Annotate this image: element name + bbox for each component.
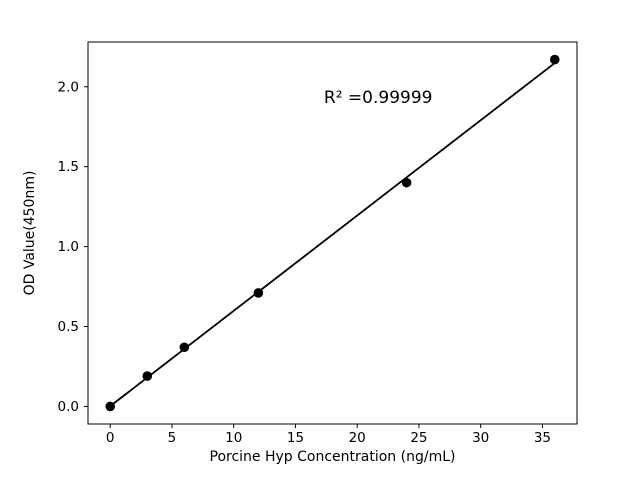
x-tick-label: 35 — [534, 430, 551, 446]
data-point — [105, 401, 116, 412]
x-axis-label: Porcine Hyp Concentration (ng/mL) — [210, 449, 456, 465]
y-tick-label: 0.0 — [58, 399, 79, 415]
x-tick-label: 10 — [225, 430, 242, 446]
x-tick-label: 20 — [349, 430, 366, 446]
data-point — [179, 342, 190, 353]
x-tick-label: 25 — [410, 430, 427, 446]
y-axis-label: OD Value(450nm) — [22, 171, 38, 296]
x-tick-label: 5 — [168, 430, 177, 446]
x-tick-label: 15 — [287, 430, 304, 446]
plot-border — [87, 41, 578, 425]
y-tick-label: 1.5 — [58, 159, 79, 175]
data-point — [401, 177, 412, 188]
x-tick-label: 30 — [472, 430, 489, 446]
data-point — [142, 371, 153, 381]
y-tick-label: 1.0 — [58, 239, 79, 255]
r-squared-annotation: R² =0.99999 — [324, 88, 433, 108]
data-point — [549, 54, 560, 65]
x-tick-label: 0 — [106, 430, 115, 446]
data-point — [253, 288, 264, 298]
y-tick-label: 2.0 — [58, 79, 79, 95]
y-tick-label: 0.5 — [58, 319, 79, 335]
